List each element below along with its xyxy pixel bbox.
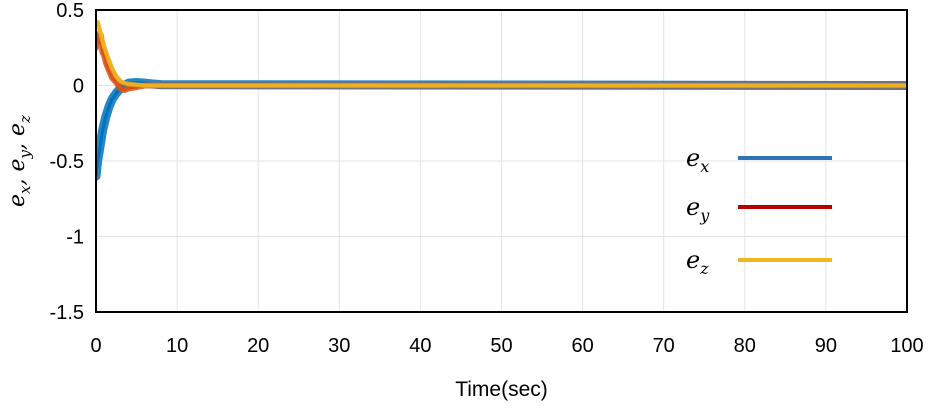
x-tick-label: 0 xyxy=(90,335,101,357)
legend-label-e_y: ey xyxy=(686,193,710,225)
x-tick-label: 100 xyxy=(890,335,923,357)
y-axis-label-text: ex, ey, ez xyxy=(5,115,34,207)
y-tick-label: -1.5 xyxy=(50,302,84,324)
y-tick-label: 0.5 xyxy=(56,0,84,22)
legend-label-e_x: ex xyxy=(686,144,709,176)
y-tick-label: -0.5 xyxy=(50,151,84,173)
x-tick-label: 60 xyxy=(571,335,593,357)
plot-frame xyxy=(95,9,908,313)
x-tick-label: 90 xyxy=(815,335,837,357)
x-tick-label: 20 xyxy=(247,335,269,357)
y-tick-label: -1 xyxy=(66,227,84,249)
y-tick-label: 0 xyxy=(73,76,84,98)
x-tick-label: 70 xyxy=(653,335,675,357)
x-tick-label: 80 xyxy=(734,335,756,357)
x-tick-label: 10 xyxy=(166,335,188,357)
legend-label-e_z: ez xyxy=(686,246,709,278)
x-tick-label: 30 xyxy=(328,335,350,357)
x-tick-label: 50 xyxy=(490,335,512,357)
series-e_z-line xyxy=(96,20,907,87)
legend: ex ey ez xyxy=(686,144,832,278)
y-axis-label: ex, ey, ez xyxy=(5,115,34,207)
x-axis-label: Time(sec) xyxy=(455,378,548,401)
grid xyxy=(95,9,908,313)
plot-area xyxy=(96,19,907,181)
x-tick-label: 40 xyxy=(409,335,431,357)
y-tick-labels: 0.5 0 -0.5 -1 -1.5 xyxy=(50,0,84,324)
x-tick-labels: 0 10 20 30 40 50 60 70 80 90 100 xyxy=(90,335,923,357)
